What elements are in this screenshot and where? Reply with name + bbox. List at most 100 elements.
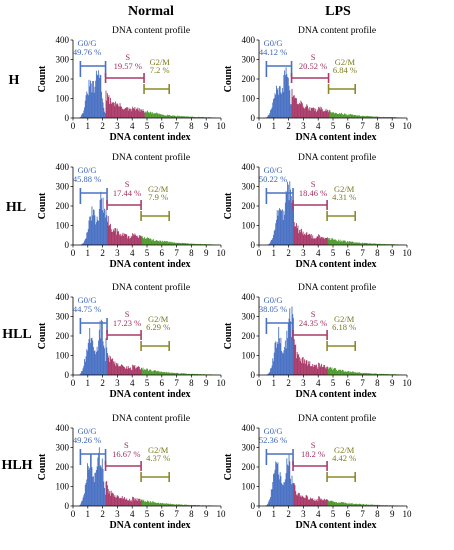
histogram-bar bbox=[339, 502, 341, 506]
histogram-bar bbox=[338, 114, 340, 118]
histogram-bar bbox=[154, 502, 156, 506]
histogram-bar bbox=[201, 244, 203, 245]
x-tick-label: 2 bbox=[100, 248, 105, 258]
histogram-bar bbox=[84, 100, 86, 118]
histogram-bar bbox=[98, 329, 100, 375]
y-tick-label: 400 bbox=[242, 423, 256, 433]
histogram-bar bbox=[293, 483, 295, 506]
histogram-bar bbox=[303, 107, 305, 118]
gate-g0g: G0/G44.75 % bbox=[73, 295, 108, 334]
histogram-bar bbox=[381, 244, 383, 245]
histogram-bar bbox=[183, 504, 185, 506]
histogram-bar bbox=[87, 93, 88, 118]
histogram-bar bbox=[269, 371, 271, 375]
x-tick-label: 2 bbox=[286, 121, 291, 131]
histogram-bar bbox=[111, 493, 113, 506]
histogram-bar bbox=[186, 243, 188, 245]
histogram-bar bbox=[169, 241, 171, 245]
histogram-bar bbox=[307, 365, 308, 375]
x-tick-label: 5 bbox=[331, 378, 336, 388]
histogram-bar bbox=[284, 202, 286, 245]
histogram-bar bbox=[144, 369, 146, 375]
y-axis-label: Count bbox=[223, 65, 234, 92]
histogram-bar bbox=[155, 371, 157, 375]
histogram-bar bbox=[202, 374, 204, 375]
histogram-bar bbox=[150, 112, 152, 118]
histogram-bar bbox=[293, 95, 295, 118]
histogram-bar bbox=[337, 502, 339, 506]
histogram-bar bbox=[324, 364, 326, 375]
histogram-bar bbox=[280, 476, 282, 506]
histogram-bar bbox=[184, 504, 185, 506]
histogram-bar bbox=[388, 374, 390, 375]
histogram-bar bbox=[166, 114, 168, 118]
histogram-bar bbox=[86, 479, 88, 506]
histogram-bar bbox=[285, 67, 287, 118]
histogram-bar bbox=[158, 502, 159, 506]
histogram-bar bbox=[193, 373, 195, 375]
histogram-bar bbox=[353, 504, 355, 506]
histogram-bar bbox=[131, 235, 133, 245]
histogram-bar bbox=[112, 493, 114, 506]
histogram-bar bbox=[90, 343, 91, 375]
phase-name: S bbox=[311, 440, 316, 450]
histogram-bar bbox=[91, 206, 93, 245]
histogram-bar bbox=[202, 244, 204, 245]
histogram-bar bbox=[305, 360, 307, 375]
histogram-bar bbox=[339, 114, 341, 118]
histogram-bar bbox=[157, 112, 159, 118]
histogram-bar bbox=[121, 236, 122, 245]
histogram-bar bbox=[270, 110, 271, 118]
histogram-bar bbox=[343, 114, 345, 118]
histogram-bar bbox=[166, 372, 168, 375]
histogram-bar bbox=[110, 359, 112, 375]
histogram-bar bbox=[163, 503, 165, 506]
histogram-bar bbox=[278, 210, 280, 245]
histogram-bar bbox=[110, 97, 111, 118]
histogram-bar bbox=[281, 210, 283, 245]
x-tick-label: 7 bbox=[360, 248, 365, 258]
x-tick-label: 9 bbox=[390, 509, 395, 519]
histogram-bar bbox=[135, 368, 137, 375]
histogram-bar bbox=[84, 359, 85, 375]
histogram-bar bbox=[336, 502, 338, 506]
histogram-bar bbox=[375, 504, 377, 506]
histogram-bar bbox=[84, 240, 85, 245]
histogram-bar bbox=[387, 116, 388, 118]
histogram-bar bbox=[184, 243, 186, 245]
histogram-bar bbox=[164, 240, 165, 245]
histogram-bar bbox=[126, 498, 128, 506]
histogram-bar bbox=[188, 373, 190, 375]
histogram-bar bbox=[184, 116, 185, 118]
x-tick-label: 2 bbox=[100, 121, 105, 131]
histogram-bar bbox=[152, 239, 154, 245]
histogram-bar bbox=[117, 104, 119, 118]
histogram-bar bbox=[313, 367, 314, 375]
histogram-bar bbox=[129, 368, 131, 375]
histogram-bar bbox=[92, 209, 94, 245]
histogram-bar bbox=[175, 373, 177, 375]
x-tick-label: 9 bbox=[390, 121, 395, 131]
histogram-bar bbox=[129, 238, 131, 245]
histogram-bar bbox=[300, 229, 302, 245]
histogram-bar bbox=[270, 109, 272, 118]
histogram-bar bbox=[351, 504, 353, 506]
histogram-bar bbox=[171, 115, 173, 118]
histogram-bar bbox=[326, 499, 328, 506]
histogram-bar bbox=[165, 503, 167, 506]
histogram-bar bbox=[116, 103, 118, 118]
histogram-bar bbox=[278, 338, 280, 375]
histogram-bar bbox=[364, 373, 365, 375]
histogram-bar bbox=[378, 116, 380, 118]
histogram-bar bbox=[124, 367, 125, 375]
histogram-bar bbox=[282, 92, 284, 118]
histogram-bar bbox=[81, 113, 83, 118]
histogram-bar bbox=[390, 117, 392, 118]
histogram-bar bbox=[123, 109, 125, 118]
histogram-bar bbox=[110, 356, 111, 375]
histogram-bar bbox=[116, 228, 118, 245]
histogram-bar bbox=[199, 243, 201, 245]
histogram-bar bbox=[328, 110, 330, 118]
histogram-bar bbox=[277, 215, 279, 245]
